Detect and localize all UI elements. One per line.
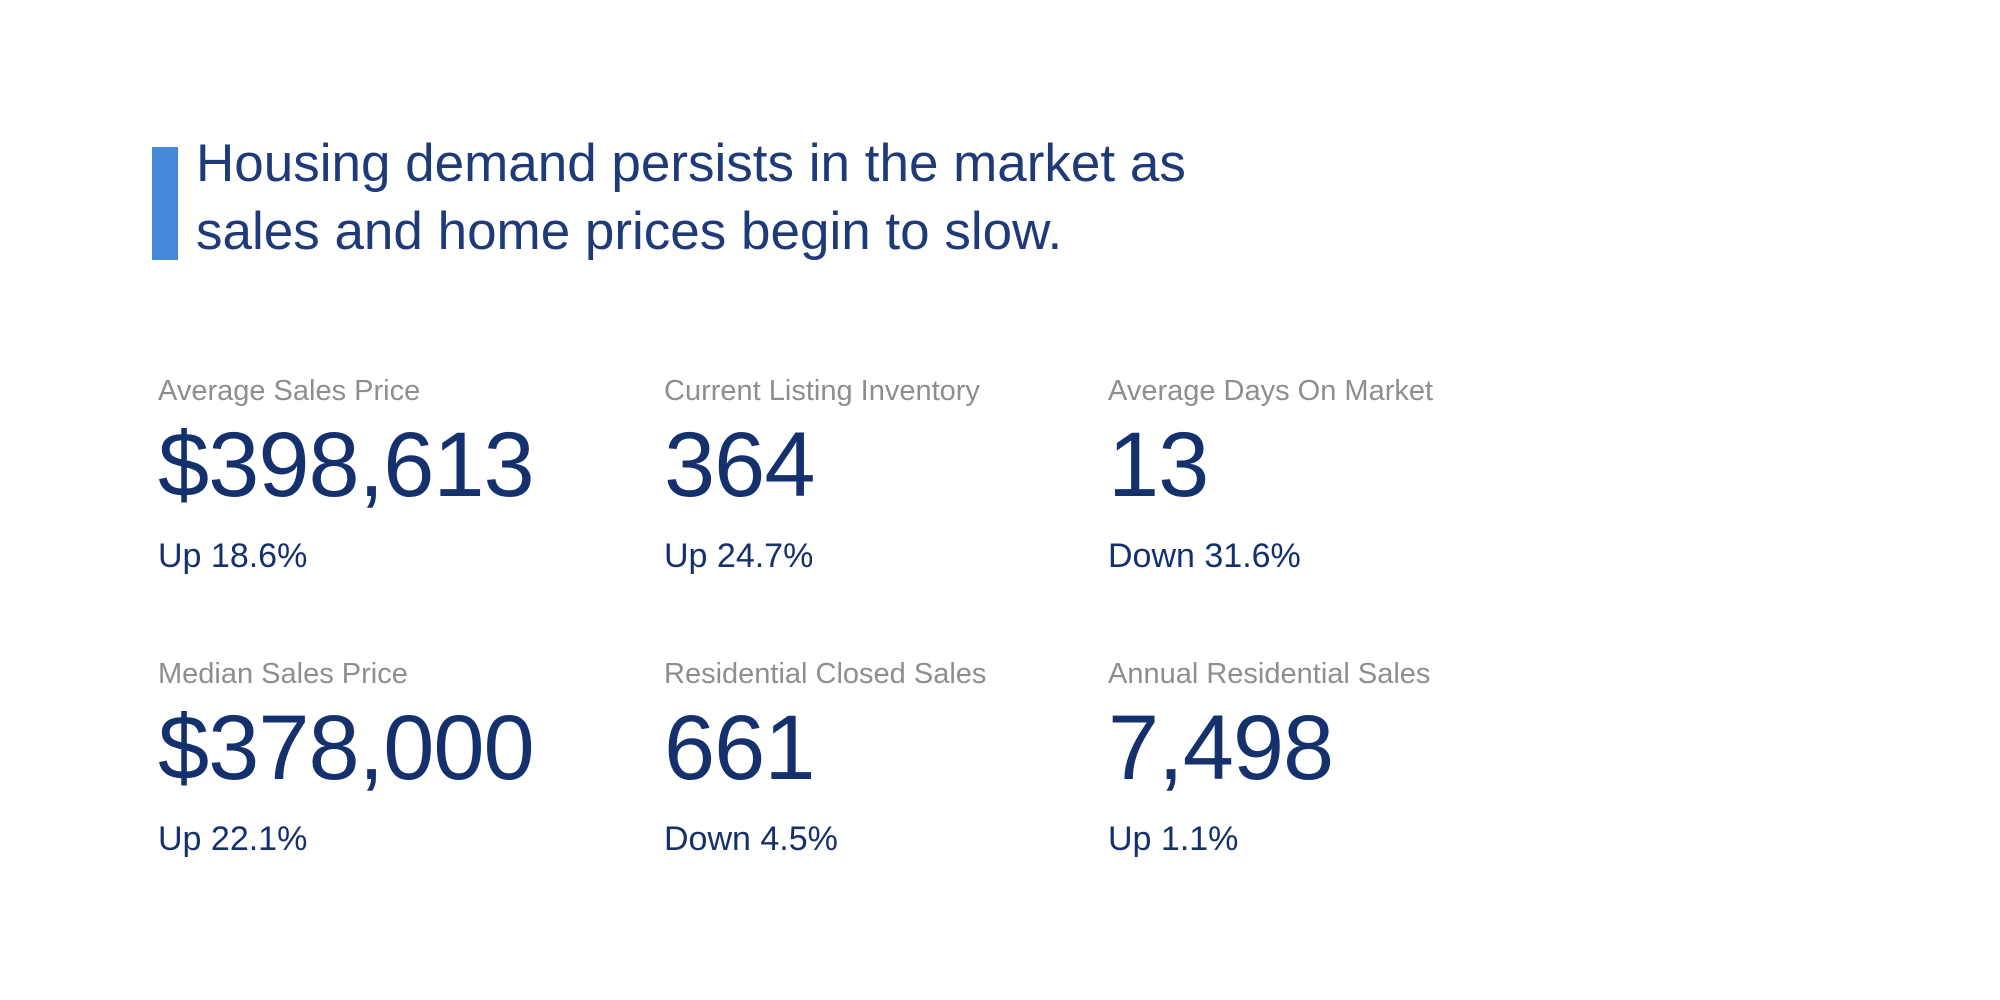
stat-change: Up 24.7%: [664, 537, 814, 576]
stat-label: Average Sales Price: [158, 375, 421, 407]
stat-value: $398,613: [158, 413, 535, 516]
stat-change: Up 18.6%: [158, 537, 308, 576]
stat-change: Up 1.1%: [1108, 820, 1239, 859]
stat-value: 661: [664, 696, 816, 799]
stat-value: 7,498: [1108, 696, 1334, 799]
stat-card-annual-residential-sales: Annual Residential Sales 7,498 Up 1.1%: [1108, 657, 1668, 860]
stat-card-current-listing-inventory: Current Listing Inventory 364 Up 24.7%: [664, 374, 1108, 577]
stat-label: Average Days On Market: [1108, 375, 1434, 407]
page-title-line-2: sales and home prices begin to slow.: [196, 202, 1063, 261]
stat-label: Annual Residential Sales: [1108, 658, 1431, 691]
stat-card-residential-closed-sales: Residential Closed Sales 661 Down 4.5%: [664, 657, 1108, 860]
stat-card-median-sales-price: Median Sales Price $378,000 Up 22.1%: [158, 657, 664, 860]
stat-value: 364: [664, 413, 816, 516]
stat-card-average-days-on-market: Average Days On Market 13 Down 31.6%: [1108, 374, 1668, 577]
headline-accent-bar: [152, 147, 178, 260]
page-title: Housing demand persists in the market as…: [196, 130, 1186, 266]
stat-label: Current Listing Inventory: [664, 375, 980, 407]
stat-change: Up 22.1%: [158, 820, 308, 859]
stat-change: Down 31.6%: [1108, 537, 1301, 576]
stat-value: 13: [1108, 413, 1209, 516]
stat-label: Residential Closed Sales: [664, 658, 987, 691]
stat-change: Down 4.5%: [664, 820, 838, 859]
stat-label: Median Sales Price: [158, 658, 408, 691]
stat-value: $378,000: [158, 696, 535, 799]
stats-grid: Average Sales Price $398,613 Up 18.6% Cu…: [158, 374, 1668, 860]
page-title-line-1: Housing demand persists in the market as: [196, 134, 1186, 193]
stat-card-average-sales-price: Average Sales Price $398,613 Up 18.6%: [158, 374, 664, 577]
